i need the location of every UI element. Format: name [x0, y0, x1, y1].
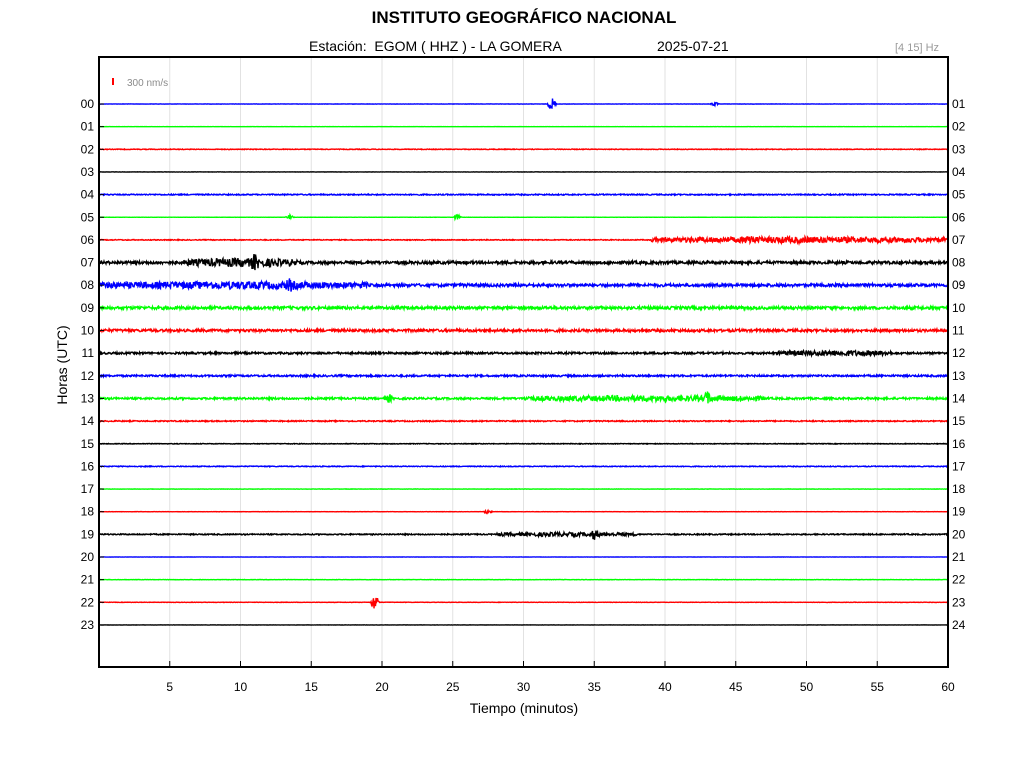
hour-label-right: 02 — [952, 120, 966, 134]
trace-hour-02 — [98, 147, 949, 151]
hour-label-right: 22 — [952, 573, 966, 587]
trace-hour-14 — [98, 418, 949, 424]
hour-label-right: 10 — [952, 301, 966, 315]
trace-hour-07 — [98, 254, 949, 271]
hour-label-left: 13 — [81, 391, 95, 405]
grid-lines — [169, 57, 878, 667]
hour-label-right: 13 — [952, 369, 966, 383]
hour-label-right: 07 — [952, 233, 966, 247]
hour-label-left: 05 — [81, 210, 95, 224]
hour-label-left: 11 — [82, 346, 95, 360]
hour-label-right: 16 — [952, 437, 966, 451]
trace-hour-18 — [98, 508, 949, 515]
hour-label-right: 06 — [952, 210, 966, 224]
hour-label-left: 19 — [81, 527, 95, 541]
hour-label-right: 17 — [952, 459, 966, 473]
x-tick-label: 15 — [305, 680, 319, 694]
hour-label-right: 05 — [952, 188, 966, 202]
hour-label-right: 08 — [952, 256, 966, 270]
seismogram-traces — [98, 98, 949, 626]
x-tick-label: 30 — [517, 680, 531, 694]
hour-label-left: 22 — [81, 595, 95, 609]
trace-hour-00 — [98, 98, 949, 110]
hour-label-left: 01 — [81, 120, 95, 134]
chart-title: INSTITUTO GEOGRÁFICO NACIONAL — [371, 8, 677, 27]
hour-label-left: 09 — [81, 301, 95, 315]
hour-label-right: 12 — [952, 346, 966, 360]
hour-label-left: 21 — [81, 573, 95, 587]
hour-label-right: 15 — [952, 414, 966, 428]
hour-label-right: 18 — [952, 482, 966, 496]
hour-label-left: 08 — [81, 278, 95, 292]
scale-bar-label: 300 nm/s — [127, 78, 168, 89]
trace-hour-15 — [98, 442, 949, 446]
hour-label-right: 21 — [952, 550, 966, 564]
trace-hour-09 — [98, 303, 949, 312]
date-label: 2025-07-21 — [657, 38, 729, 54]
hour-label-left: 03 — [81, 165, 95, 179]
x-tick-label: 20 — [375, 680, 389, 694]
hour-label-right: 11 — [952, 324, 965, 338]
station-label: Estación: EGOM ( HHZ ) - LA GOMERA — [309, 38, 562, 54]
hour-label-left: 15 — [81, 437, 95, 451]
x-tick-label: 60 — [941, 680, 955, 694]
hour-label-right: 19 — [952, 505, 966, 519]
trace-hour-16 — [98, 464, 949, 469]
trace-hour-10 — [98, 326, 949, 335]
hour-label-left: 17 — [81, 482, 95, 496]
trace-hour-11 — [98, 348, 949, 359]
frequency-band-label: [4 15] Hz — [895, 42, 940, 54]
hour-label-right: 24 — [952, 618, 966, 632]
hour-label-left: 06 — [81, 233, 95, 247]
trace-hour-06 — [98, 234, 949, 247]
trace-hour-22 — [98, 597, 949, 609]
hour-label-left: 12 — [81, 369, 95, 383]
hour-label-left: 14 — [81, 414, 95, 428]
x-tick-label: 35 — [588, 680, 602, 694]
hour-label-right: 01 — [952, 97, 966, 111]
trace-hour-08 — [98, 278, 949, 292]
hour-label-right: 20 — [952, 527, 966, 541]
right-hour-labels: 01 02 03 04 05 06 07 08 09 10 11 12 13 14 15 16 17 18 19 20… — [952, 97, 966, 632]
hour-label-left: 18 — [81, 505, 95, 519]
hour-label-left: 16 — [81, 459, 95, 473]
x-tick-label: 25 — [446, 680, 460, 694]
trace-hour-04 — [98, 192, 949, 197]
x-tick-label: 50 — [800, 680, 814, 694]
hour-label-left: 23 — [81, 618, 95, 632]
hour-label-right: 23 — [952, 595, 966, 609]
x-axis-label: Tiempo (minutos) — [469, 700, 579, 716]
x-axis-ticks: 5 10 15 20 25 30 35 40 45 50 55 60 — [166, 661, 955, 694]
hour-label-left: 07 — [81, 256, 95, 270]
hour-label-right: 03 — [952, 142, 966, 156]
left-hour-labels: 00 01 02 03 04 05 06 07 08 09 10 11 12 13 14 15 16 17 18 19… — [81, 97, 104, 632]
hour-label-left: 10 — [81, 324, 95, 338]
x-tick-label: 10 — [234, 680, 248, 694]
hour-label-right: 04 — [952, 165, 966, 179]
x-tick-label: 40 — [658, 680, 672, 694]
hour-label-right: 14 — [952, 391, 966, 405]
trace-hour-13 — [98, 391, 949, 405]
hour-label-left: 20 — [81, 550, 95, 564]
x-tick-label: 55 — [871, 680, 885, 694]
hour-label-left: 04 — [81, 188, 95, 202]
trace-hour-19 — [98, 529, 949, 540]
hour-label-left: 00 — [81, 97, 95, 111]
hour-label-right: 09 — [952, 278, 966, 292]
trace-hour-12 — [98, 372, 949, 380]
x-tick-label: 45 — [729, 680, 743, 694]
x-tick-label: 5 — [166, 680, 173, 694]
hour-label-left: 02 — [81, 142, 95, 156]
trace-hour-05 — [98, 212, 949, 222]
